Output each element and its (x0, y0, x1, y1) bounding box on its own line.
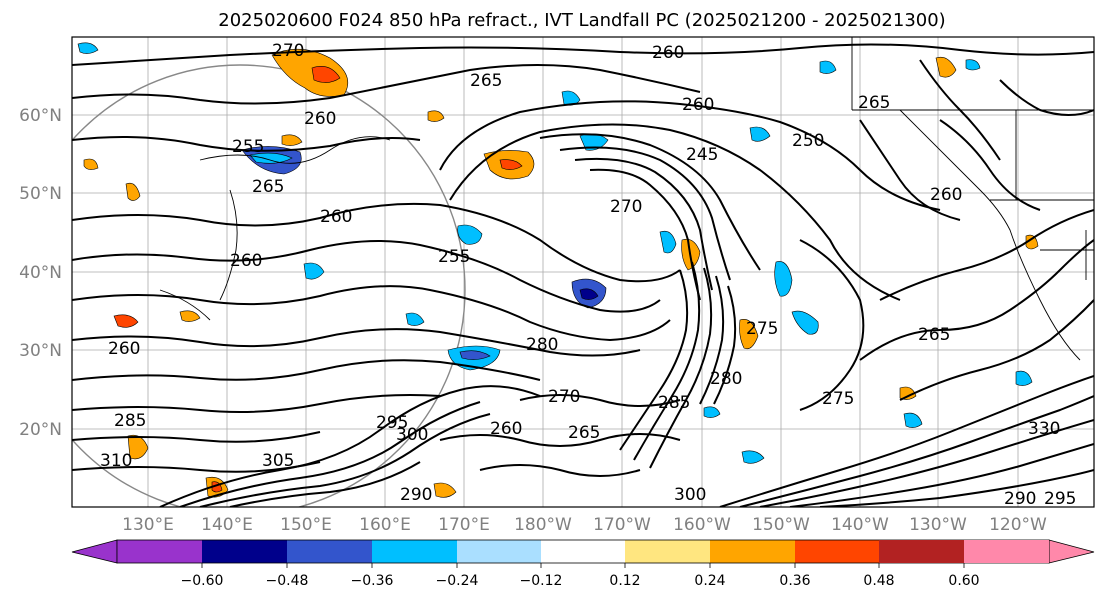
colorbar-tick-label: 0.12 (609, 573, 640, 589)
colorbar-tick-label: −0.48 (266, 573, 309, 589)
colorbar-tick-label: −0.24 (436, 573, 479, 589)
lon-label: 180°W (514, 515, 572, 535)
contour-label: 260 (108, 339, 140, 359)
lat-label: 50°N (19, 184, 62, 204)
colorbar-tick-label: 0.36 (779, 573, 810, 589)
contour-label: 255 (438, 247, 470, 267)
lon-label: 130°W (909, 515, 967, 535)
figure-title: 2025020600 F024 850 hPa refract., IVT La… (218, 10, 945, 31)
contour-label: 305 (262, 451, 294, 471)
contour-label: 270 (272, 41, 304, 61)
colorbar-segment (879, 540, 964, 563)
contour-label: 275 (746, 319, 778, 339)
colorbar-segment (287, 540, 372, 563)
latitude-labels: 60°N 50°N 40°N 30°N 20°N (19, 106, 62, 440)
contour-label: 295 (1044, 489, 1076, 509)
contour-label: 260 (230, 251, 262, 271)
colorbar-segment (625, 540, 710, 563)
contour-label: 300 (396, 425, 428, 445)
lat-label: 60°N (19, 106, 62, 126)
contour-label: 265 (470, 71, 502, 91)
map-frame (71, 36, 1095, 508)
contour-label: 260 (682, 95, 714, 115)
contour-label: 280 (526, 335, 558, 355)
contour-label: 245 (686, 145, 718, 165)
contour-label: 290 (1004, 489, 1036, 509)
lat-label: 40°N (19, 263, 62, 283)
lon-label: 140°E (201, 515, 253, 535)
colorbar-segment (964, 540, 1049, 563)
colorbar-tick-label: 0.60 (948, 573, 979, 589)
colorbar-segment (202, 540, 287, 563)
colorbar-tick-label: −0.60 (181, 573, 224, 589)
contour-label: 285 (658, 393, 690, 413)
contour-label: 260 (490, 419, 522, 439)
colorbar: −0.60 −0.48 −0.36 −0.24 −0.12 0.12 0.24 … (71, 539, 1095, 589)
lon-label: 170°E (438, 515, 490, 535)
lon-label: 130°E (122, 515, 174, 535)
contour-label: 275 (822, 389, 854, 409)
contour-label: 260 (652, 43, 684, 63)
contour-label: 255 (232, 137, 264, 157)
map-panel: 270 260 265 255 260 245 250 260 265 270 … (19, 36, 1095, 535)
colorbar-extend-right (1048, 539, 1095, 564)
colorbar-tick-label: −0.12 (520, 573, 563, 589)
contour-label: 260 (304, 109, 336, 129)
contour-label: 285 (114, 411, 146, 431)
contour-label: 265 (252, 177, 284, 197)
colorbar-segment (457, 540, 541, 563)
contour-label: 265 (918, 325, 950, 345)
reference-circle (72, 64, 466, 507)
contour-label: 260 (930, 185, 962, 205)
colorbar-segment (372, 540, 457, 563)
colorbar-segment (710, 540, 795, 563)
contour-label: 280 (710, 369, 742, 389)
colorbar-extend-left (71, 539, 118, 564)
contour-label: 250 (792, 131, 824, 151)
longitude-labels: 130°E 140°E 150°E 160°E 170°E 180°W 170°… (122, 515, 1047, 535)
colorbar-tick-label: −0.36 (351, 573, 394, 589)
colorbar-segment (795, 540, 879, 563)
colorbar-segment (541, 540, 625, 563)
lat-label: 20°N (19, 420, 62, 440)
contour-label: 260 (320, 207, 352, 227)
lon-label: 140°W (831, 515, 889, 535)
lon-label: 160°W (673, 515, 731, 535)
contour-label: 265 (568, 423, 600, 443)
contour-label: 290 (400, 485, 432, 505)
contour-label: 310 (100, 451, 132, 471)
contour-label: 270 (610, 197, 642, 217)
lon-label: 120°W (989, 515, 1047, 535)
lon-label: 150°W (752, 515, 810, 535)
contour-label: 270 (548, 387, 580, 407)
contour-labels: 270 260 265 255 260 245 250 260 265 270 … (100, 41, 1076, 509)
colorbar-segment (117, 540, 202, 563)
lon-label: 150°E (280, 515, 332, 535)
coastlines (159, 37, 1094, 361)
lon-label: 170°W (593, 515, 651, 535)
contour-label: 300 (674, 485, 706, 505)
contour-label: 330 (1028, 419, 1060, 439)
colorbar-tick-label: 0.48 (863, 573, 894, 589)
colorbar-tick-label: 0.24 (694, 573, 725, 589)
contour-label: 295 (376, 413, 408, 433)
lon-label: 160°E (359, 515, 411, 535)
lat-label: 30°N (19, 341, 62, 361)
refractivity-contours (72, 43, 1094, 507)
contour-label: 265 (858, 93, 890, 113)
